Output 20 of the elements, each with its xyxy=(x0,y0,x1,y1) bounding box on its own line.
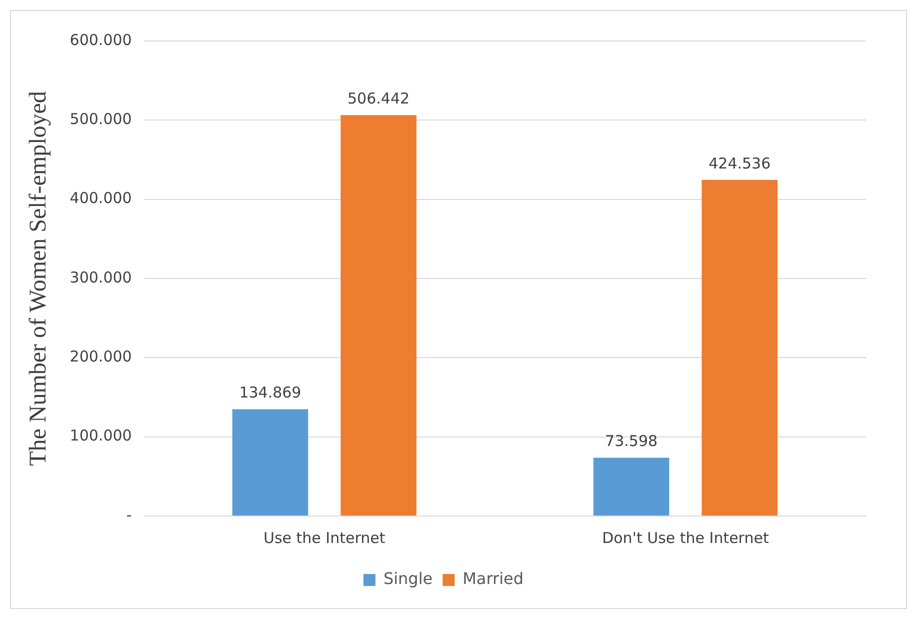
bar xyxy=(232,409,308,516)
data-label: 424.536 xyxy=(708,154,771,172)
data-label: 506.442 xyxy=(348,89,410,108)
data-label: 134.869 xyxy=(239,384,302,402)
y-tick-label: - xyxy=(126,506,132,524)
bar xyxy=(702,180,778,516)
x-tick-label: Don't Use the Internet xyxy=(602,528,769,547)
y-tick-label: 500.000 xyxy=(70,110,132,128)
legend-label: Married xyxy=(462,569,524,588)
y-tick-label: 100.000 xyxy=(70,426,132,445)
y-tick-label: 300.000 xyxy=(70,268,132,286)
bar xyxy=(593,458,670,516)
y-tick-label: 400.000 xyxy=(70,189,132,208)
legend-label: Single xyxy=(383,569,433,588)
x-tick-label: Use the Internet xyxy=(263,528,386,547)
y-tick-label: 600.000 xyxy=(70,30,132,49)
y-tick-label: 200.000 xyxy=(70,348,132,366)
bar xyxy=(340,115,416,516)
data-label: 73.598 xyxy=(605,432,658,450)
y-axis-title: The Number of Women Self-employed xyxy=(26,91,52,466)
